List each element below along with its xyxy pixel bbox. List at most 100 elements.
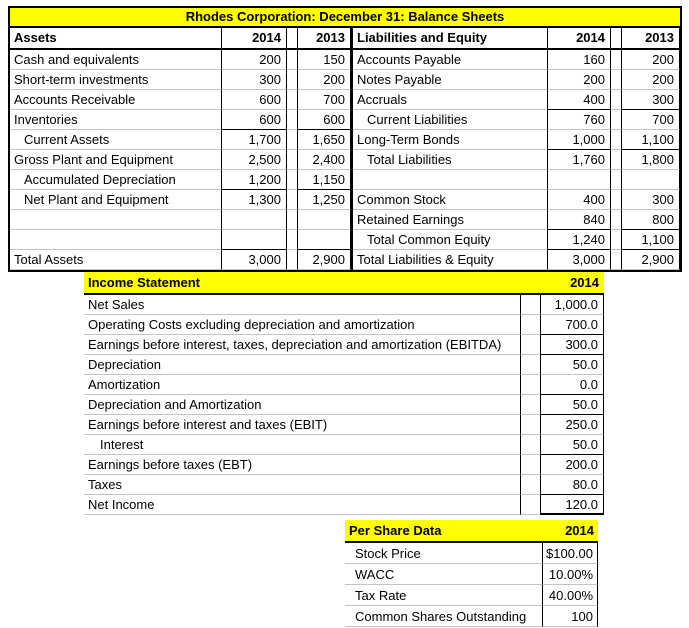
per-share-value: 40.00% <box>542 585 598 606</box>
asset-value-2013: 1,250 <box>297 190 351 210</box>
assets-header-2013: 2013 <box>297 28 351 48</box>
per-share-rows: Stock Price $100.00 WACC 10.00% Tax Rate 40.0… <box>345 543 598 627</box>
income-statement-row: Earnings before interest, taxes, depreci… <box>84 335 604 355</box>
column-spacer <box>611 28 621 48</box>
asset-value-2014: 1,700 <box>221 130 287 150</box>
income-statement-title: Income Statement <box>88 275 200 290</box>
liability-label: Current Liabilities <box>353 110 547 130</box>
income-statement-value: 250.0 <box>540 415 604 435</box>
asset-value-2013: 600 <box>297 110 351 130</box>
column-spacer <box>287 28 297 48</box>
asset-value-2014: 1,300 <box>221 190 287 210</box>
income-statement-row: Interest 50.0 <box>84 435 604 455</box>
column-spacer <box>611 150 621 170</box>
column-spacer <box>611 170 621 190</box>
column-spacer <box>287 110 297 130</box>
liability-row: Total Liabilities & Equity 3,000 2,900 <box>353 250 680 270</box>
per-share-value: 100 <box>542 606 598 627</box>
asset-value-2014: 3,000 <box>221 250 287 270</box>
asset-label: Gross Plant and Equipment <box>10 150 221 170</box>
column-spacer <box>611 230 621 250</box>
asset-row: Net Plant and Equipment 1,300 1,250 <box>10 190 351 210</box>
per-share-title: Per Share Data <box>349 523 442 538</box>
liability-row: Current Liabilities 760 700 <box>353 110 680 130</box>
column-spacer <box>611 90 621 110</box>
column-spacer <box>520 495 540 515</box>
liability-value-2013: 700 <box>621 110 680 130</box>
income-statement-label: Earnings before interest and taxes (EBIT… <box>84 415 520 435</box>
balance-sheet-title: Rhodes Corporation: December 31: Balance… <box>8 6 682 28</box>
income-statement-value: 700.0 <box>540 315 604 335</box>
asset-value-2013 <box>297 230 351 250</box>
asset-value-2013: 1,650 <box>297 130 351 150</box>
asset-value-2014: 200 <box>221 50 287 70</box>
asset-value-2013: 2,400 <box>297 150 351 170</box>
income-statement-value: 300.0 <box>540 335 604 355</box>
per-share-header-row: Per Share Data 2014 <box>345 520 598 543</box>
column-spacer <box>520 295 540 315</box>
balance-sheet-table: Rhodes Corporation: December 31: Balance… <box>8 6 682 272</box>
income-statement-value: 50.0 <box>540 435 604 455</box>
income-statement-value: 80.0 <box>540 475 604 495</box>
liability-label: Total Common Equity <box>353 230 547 250</box>
income-statement-label: Earnings before interest, taxes, depreci… <box>84 335 520 355</box>
assets-header-label: Assets <box>14 30 57 45</box>
per-share-label: WACC <box>345 564 542 585</box>
liability-label <box>353 170 547 190</box>
asset-row: Current Assets 1,700 1,650 <box>10 130 351 150</box>
per-share-label: Tax Rate <box>345 585 542 606</box>
income-statement-label: Depreciation <box>84 355 520 375</box>
liability-row: Long-Term Bonds 1,000 1,100 <box>353 130 680 150</box>
column-spacer <box>520 435 540 455</box>
column-spacer <box>611 250 621 270</box>
income-statement-value: 50.0 <box>540 355 604 375</box>
column-spacer <box>287 250 297 270</box>
income-statement-row: Amortization 0.0 <box>84 375 604 395</box>
income-statement-table: Income Statement 2014 Net Sales 1,000.0 Op… <box>84 272 604 515</box>
assets-rows: Cash and equivalents 200 150 Short-term inv… <box>10 50 351 270</box>
liability-value-2013: 200 <box>621 70 680 90</box>
income-statement-row: Earnings before interest and taxes (EBIT… <box>84 415 604 435</box>
asset-label: Short-term investments <box>10 70 221 90</box>
liability-label: Total Liabilities <box>353 150 547 170</box>
asset-row: Accumulated Depreciation 1,200 1,150 <box>10 170 351 190</box>
column-spacer <box>287 70 297 90</box>
income-statement-value: 200.0 <box>540 455 604 475</box>
per-share-label: Stock Price <box>345 543 542 564</box>
asset-row: Gross Plant and Equipment 2,500 2,400 <box>10 150 351 170</box>
liabilities-section: Liabilities and Equity 2014 2013 Account… <box>351 28 680 270</box>
asset-value-2014: 600 <box>221 110 287 130</box>
column-spacer <box>520 395 540 415</box>
column-spacer <box>611 210 621 230</box>
liability-value-2013: 800 <box>621 210 680 230</box>
income-statement-row: Earnings before taxes (EBT) 200.0 <box>84 455 604 475</box>
asset-row <box>10 230 351 250</box>
liabilities-header-2013: 2013 <box>621 28 680 48</box>
liability-label: Common Stock <box>353 190 547 210</box>
asset-row: Total Assets 3,000 2,900 <box>10 250 351 270</box>
column-spacer <box>287 130 297 150</box>
asset-value-2014: 1,200 <box>221 170 287 190</box>
income-statement-year: 2014 <box>570 275 599 290</box>
asset-value-2013: 2,900 <box>297 250 351 270</box>
income-statement-label: Taxes <box>84 475 520 495</box>
assets-header-2014: 2014 <box>221 28 287 48</box>
per-share-value: 10.00% <box>542 564 598 585</box>
income-statement-value: 0.0 <box>540 375 604 395</box>
asset-value-2013: 1,150 <box>297 170 351 190</box>
income-statement-value: 1,000.0 <box>540 295 604 315</box>
asset-row: Inventories 600 600 <box>10 110 351 130</box>
column-spacer <box>520 455 540 475</box>
asset-value-2013 <box>297 210 351 230</box>
liability-row: Accruals 400 300 <box>353 90 680 110</box>
per-share-label: Common Shares Outstanding <box>345 606 542 627</box>
per-share-value: $100.00 <box>542 543 598 564</box>
column-spacer <box>520 375 540 395</box>
liability-value-2014: 1,760 <box>547 150 611 170</box>
liability-value-2014: 200 <box>547 70 611 90</box>
column-spacer <box>287 210 297 230</box>
liabilities-header-2014: 2014 <box>547 28 611 48</box>
liability-label: Notes Payable <box>353 70 547 90</box>
asset-row <box>10 210 351 230</box>
column-spacer <box>287 150 297 170</box>
